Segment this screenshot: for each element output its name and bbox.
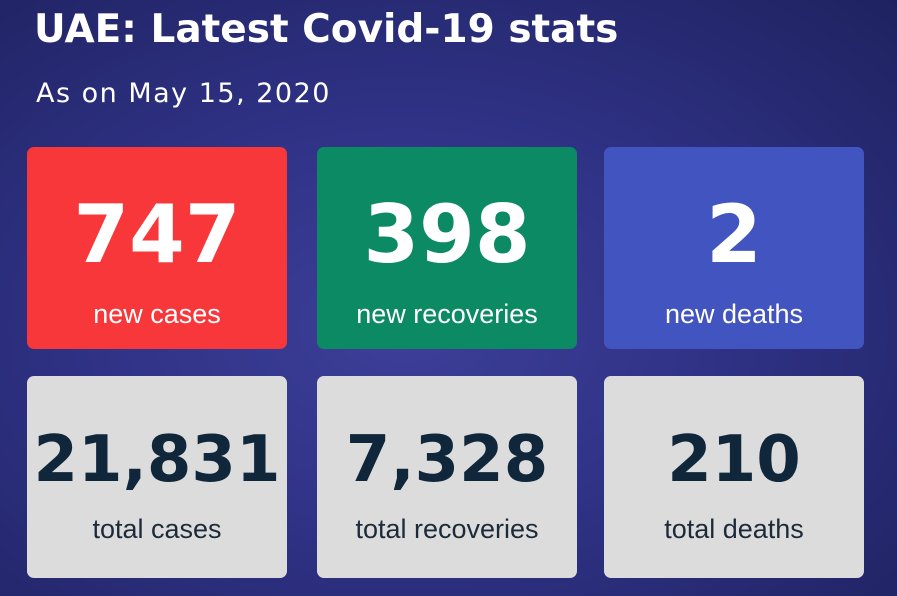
new-deaths-value: 2 [706, 188, 762, 281]
new-cases-card: 747 new cases [27, 147, 287, 349]
page-title: UAE: Latest Covid-19 stats [34, 7, 619, 52]
total-deaths-card: 210 total deaths [604, 376, 864, 578]
total-deaths-label: total deaths [664, 514, 804, 544]
total-cases-value: 21,831 [33, 423, 281, 497]
total-cases-label: total cases [92, 514, 222, 544]
new-deaths-card: 2 new deaths [604, 147, 864, 349]
new-deaths-label: new deaths [664, 299, 804, 329]
total-recoveries-label: total recoveries [355, 514, 539, 544]
date-subtitle: As on May 15, 2020 [36, 78, 331, 109]
new-cases-value: 747 [73, 188, 241, 281]
new-recoveries-label: new recoveries [356, 299, 538, 329]
total-recoveries-value: 7,328 [345, 423, 549, 497]
total-cases-card: 21,831 total cases [27, 376, 287, 578]
total-deaths-value: 210 [667, 423, 801, 497]
new-recoveries-card: 398 new recoveries [317, 147, 577, 349]
total-recoveries-card: 7,328 total recoveries [317, 376, 577, 578]
new-recoveries-value: 398 [363, 188, 531, 281]
new-cases-label: new cases [93, 299, 221, 329]
